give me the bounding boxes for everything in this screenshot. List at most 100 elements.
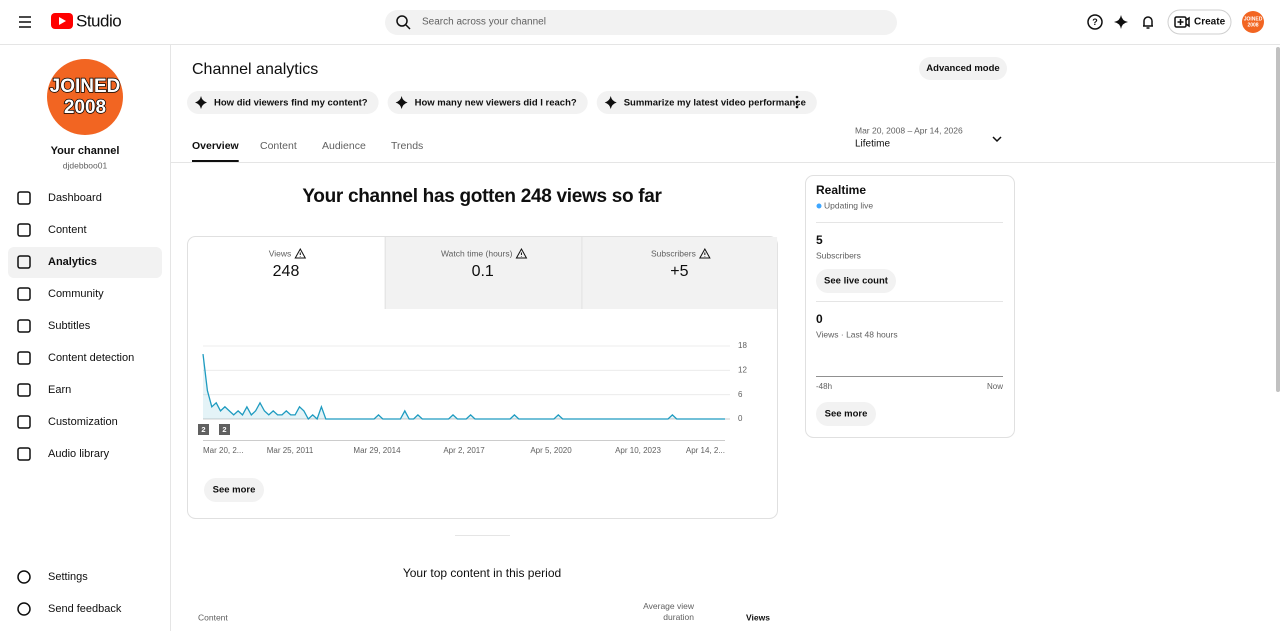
prompt-chip[interactable] [596, 91, 817, 114]
x-tick-label: Mar 29, 2014 [353, 446, 401, 455]
menu-button[interactable] [19, 16, 31, 28]
tab[interactable]: Content [260, 140, 297, 152]
prompt-chips: How did viewers find my content? How many… [187, 91, 817, 114]
help-glyph: ? [1092, 17, 1098, 27]
x-tick-label: Mar 25, 2011 [267, 446, 314, 455]
prompt-chip[interactable] [187, 91, 379, 114]
ai-button[interactable] [1114, 15, 1128, 29]
nav-item[interactable]: Customization [48, 416, 118, 428]
nav-item[interactable]: Community [48, 288, 104, 300]
views-area [203, 354, 725, 419]
realtime-subscribers-label: Subscribers [816, 250, 861, 260]
nav-item[interactable]: Earn [48, 384, 71, 396]
nav-item[interactable]: Send feedback [48, 603, 122, 615]
account-avatar-text: 2008 [1247, 22, 1258, 28]
account-avatar-text: JOINED [1244, 16, 1263, 22]
tab[interactable]: Trends [391, 140, 423, 152]
metric-cell[interactable] [581, 237, 778, 309]
metrics: Views 248 Watch time (hours) 0.1 Subscribers… [269, 237, 778, 309]
more-dot [795, 95, 799, 99]
period-dropdown[interactable] [992, 136, 1002, 143]
tabs: Overview Content Audience Trends [192, 140, 423, 162]
create-button[interactable] [1167, 9, 1232, 35]
create-icon-plus [1177, 16, 1190, 28]
realtime-title: Realtime [816, 183, 866, 197]
x-tick-label: Apr 2, 2017 [443, 446, 485, 455]
y-tick-label: 12 [738, 365, 747, 374]
realtime-see-more-label: See more [825, 409, 868, 420]
table-header: Content [198, 612, 228, 622]
nav-icon [17, 255, 31, 269]
warning-icon [698, 247, 711, 259]
publish-marker-label: 2 [222, 425, 226, 434]
nav-item[interactable]: Dashboard [48, 192, 102, 204]
scrollbar-thumb[interactable] [1276, 47, 1280, 392]
see-more-button[interactable] [204, 478, 264, 502]
metric-value: 0.1 [472, 263, 494, 280]
metric-cell[interactable] [384, 237, 582, 309]
search-placeholder: Search across your channel [422, 17, 546, 28]
realtime-axis-end: Now [987, 382, 1003, 391]
sidebar-nav: Dashboard Content Analytics Community Subtit… [8, 191, 162, 616]
nav-item[interactable]: Settings [48, 571, 88, 583]
table-header[interactable]: Views [746, 612, 770, 622]
nav-icon [17, 415, 31, 429]
advanced-mode-button[interactable] [919, 57, 1007, 80]
y-tick-label: 18 [738, 341, 747, 350]
logo-text[interactable]: Studio [76, 11, 122, 30]
y-tick-label: 0 [738, 414, 743, 423]
more-dot [795, 100, 799, 104]
menu-icon [19, 16, 31, 28]
more-dot [795, 105, 799, 109]
nav-icon [17, 602, 31, 616]
account-avatar[interactable] [1242, 11, 1264, 33]
top-content-title: Your top content in this period [403, 566, 561, 580]
live-dot [816, 203, 822, 209]
tab[interactable]: Overview [192, 140, 240, 152]
nav-item[interactable]: Content [48, 224, 87, 236]
nav-item[interactable]: Subtitles [48, 320, 91, 332]
search-box[interactable] [385, 10, 897, 35]
warning-icon [515, 247, 528, 259]
live-count-button[interactable] [816, 269, 896, 293]
realtime-views-label: Views · Last 48 hours [816, 329, 898, 339]
nav-icon [17, 570, 31, 584]
realtime-axis-start: -48h [816, 382, 832, 391]
x-tick-label: Apr 10, 2023 [615, 446, 661, 455]
channel-avatar[interactable] [47, 59, 123, 135]
realtime-views: 0 [816, 312, 823, 326]
nav-item[interactable]: Content detection [48, 352, 134, 364]
nav-item[interactable]: Analytics [48, 256, 97, 268]
channel-avatar-text: JOINED [50, 76, 121, 97]
views-chart: 0 6 12 18 2 2 Mar 20, 2... Mar 25, 2011 Mar 29, … [198, 341, 747, 455]
date-range[interactable]: Mar 20, 2008 – Apr 14, 2026 [855, 125, 963, 135]
x-tick-label: Mar 20, 2... [203, 446, 243, 455]
y-tick-label: 6 [738, 390, 743, 399]
tab[interactable]: Audience [322, 140, 366, 152]
publish-marker[interactable] [198, 424, 209, 435]
realtime-see-more-button[interactable] [816, 402, 876, 426]
realtime-card [805, 175, 1015, 438]
notifications-button[interactable] [1143, 16, 1153, 29]
help-icon [1087, 14, 1103, 30]
sparkle-icon [395, 96, 408, 109]
metric-label: Views [269, 248, 292, 258]
table-header: Average view duration [643, 601, 695, 622]
search-icon [396, 15, 408, 27]
more-button[interactable] [795, 95, 799, 109]
publish-marker-label: 2 [201, 425, 205, 434]
warning-icon [294, 247, 307, 259]
sparkle-icon [604, 96, 617, 109]
metric-value: 248 [273, 263, 300, 280]
help-button[interactable]: ? [1087, 14, 1103, 30]
sparkle-icon [195, 96, 207, 109]
period[interactable]: Lifetime [855, 139, 890, 150]
publish-marker[interactable] [219, 424, 230, 435]
nav-icon [17, 351, 31, 365]
tab-underline [192, 160, 239, 162]
prompt-chip[interactable] [387, 91, 588, 114]
metric-label: Watch time (hours) [441, 248, 513, 258]
nav-item[interactable]: Audio library [48, 448, 110, 460]
